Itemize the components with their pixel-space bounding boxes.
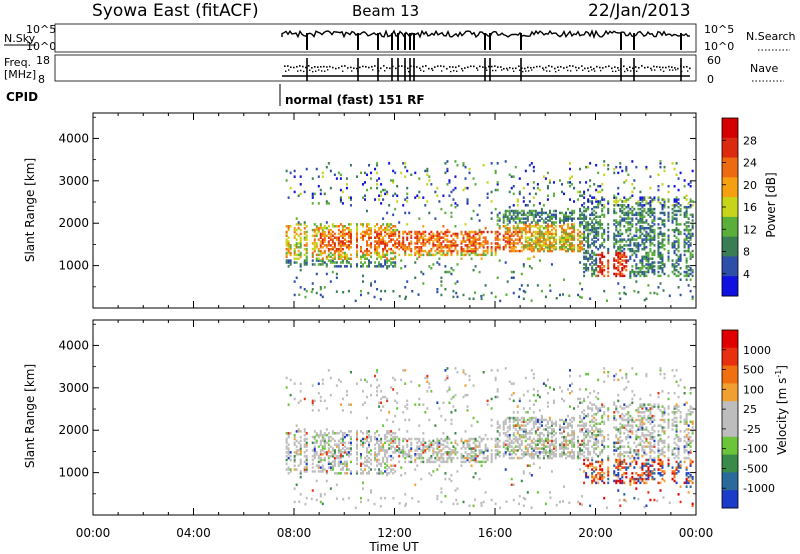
- colorbar-segment: [722, 256, 738, 277]
- nsearch-label: N.Search: [746, 30, 796, 43]
- colorbar-tick-label: 4: [743, 268, 750, 281]
- colorbar-segment: [722, 436, 738, 456]
- colorbar-segment: [722, 177, 738, 198]
- colorbar-segment: [722, 472, 738, 491]
- x-tick-labels: 00:00 04:00 08:00 12:00 16:00 20:00 00:00: [76, 113, 714, 540]
- colorbar-segment: [722, 454, 738, 473]
- x-tick-label: 20:00: [578, 526, 613, 540]
- nsky-tick-low: 10^0: [26, 40, 56, 53]
- nave-label: Nave: [750, 62, 778, 75]
- y-tick-label: 1000: [58, 466, 89, 480]
- colorbar-segment: [722, 401, 738, 420]
- colorbar-tick-label: 25: [743, 403, 757, 416]
- x-tick-label: 12:00: [377, 526, 412, 540]
- power-panel: Slant Range [km] 1000 2000 3000 4000: [23, 112, 697, 309]
- frequency-trace: [284, 65, 691, 73]
- colorbar-tick-label: 100: [743, 383, 764, 396]
- freq-tick-low: 8: [38, 73, 45, 86]
- y-tick-label: 3000: [58, 174, 89, 188]
- velocity-scatter: [285, 367, 694, 510]
- y-tick-label: 4000: [58, 131, 89, 145]
- colorbar-segment: [722, 236, 738, 257]
- colorbar-tick-label: 8: [743, 246, 750, 259]
- colorbar-tick-label: -1000: [743, 482, 775, 495]
- power-colorbar: 28 24 20 16 12 8 4 Power [dB]: [721, 117, 778, 297]
- x-tick-label: 08:00: [277, 526, 312, 540]
- colorbar-segment: [722, 276, 738, 297]
- power-yticks: 1000 2000 3000 4000: [58, 116, 696, 288]
- colorbar-segment: [722, 419, 738, 438]
- colorbar-tick-label: -100: [743, 443, 768, 456]
- colorbar-segment: [722, 197, 738, 218]
- power-ylabel: Slant Range [km]: [23, 158, 37, 262]
- colorbar-segment: [722, 383, 738, 402]
- x-tick-label: 16:00: [478, 526, 513, 540]
- power-scatter: [285, 160, 694, 303]
- colorbar-segment: [722, 216, 738, 238]
- y-tick-label: 1000: [58, 259, 89, 273]
- nsky-strip: N.Sky 10^5 10^0 10^5 10^0 N.Search: [4, 23, 796, 81]
- velocity-yticks: 1000 2000 3000 4000: [58, 323, 696, 495]
- power-colorbar-label: Power [dB]: [764, 172, 778, 237]
- colorbar-tick-label: 24: [743, 157, 757, 170]
- beam-title: Beam 13: [352, 2, 419, 20]
- date-title: 22/Jan/2013: [588, 1, 691, 21]
- x-axis-label: Time UT: [368, 540, 419, 554]
- velocity-colorbar-label: Velocity [m s-1]: [774, 365, 789, 455]
- y-tick-label: 4000: [58, 338, 89, 352]
- velocity-colorbar: 1000 500 100 25 -25 -100 -500 -1000 Velocity [m…: [721, 329, 789, 509]
- nsky-label: N.Sky: [4, 32, 36, 45]
- y-tick-label: 2000: [58, 423, 89, 437]
- x-tick-label: 04:00: [176, 526, 211, 540]
- colorbar-tick-label: 12: [743, 223, 757, 236]
- colorbar-tick-label: 16: [743, 201, 757, 214]
- nsearch-tick-low: 10^0: [704, 40, 734, 53]
- y-tick-label: 2000: [58, 216, 89, 230]
- freq-label: Freq.: [4, 56, 31, 69]
- cpid-label: CPID: [6, 90, 38, 104]
- cpid-text: normal (fast) 151 RF: [285, 93, 425, 107]
- colorbar-segment: [722, 490, 738, 509]
- y-tick-label: 3000: [58, 381, 89, 395]
- freq-strip: Freq. [MHz] 18 8 60 0 Nave: [4, 54, 784, 86]
- colorbar-tick-label: 1000: [743, 344, 771, 357]
- freq-unit: [MHz]: [4, 68, 36, 81]
- colorbar-tick-label: 20: [743, 179, 757, 192]
- colorbar-tick-label: 500: [743, 364, 764, 377]
- colorbar-segment: [722, 118, 738, 139]
- nave-tick-low: 0: [707, 73, 714, 86]
- colorbar-segment: [722, 157, 738, 178]
- colorbar-tick-label: -25: [743, 423, 761, 436]
- colorbar-segment: [722, 347, 738, 367]
- nsky-dropouts: [306, 33, 682, 81]
- freq-tick-high: 18: [36, 54, 50, 67]
- x-tick-label: 00:00: [76, 526, 111, 540]
- nave-tick-high: 60: [707, 54, 721, 67]
- nsky-tick-high: 10^5: [26, 23, 56, 36]
- colorbar-segment: [722, 330, 738, 349]
- nsearch-tick-high: 10^5: [704, 23, 734, 36]
- colorbar-tick-label: 28: [743, 134, 757, 147]
- colorbar-segment: [722, 137, 738, 159]
- station-title: Syowa East (fitACF): [92, 1, 259, 21]
- colorbar-tick-label: -500: [743, 462, 768, 475]
- velocity-ylabel: Slant Range [km]: [23, 364, 37, 468]
- colorbar-segment: [722, 365, 738, 384]
- x-tick-label: 00:00: [679, 526, 714, 540]
